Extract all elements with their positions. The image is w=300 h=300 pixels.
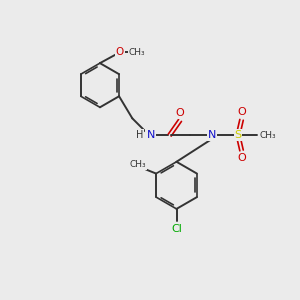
Text: S: S [235, 130, 242, 140]
Text: O: O [176, 108, 184, 118]
Text: Cl: Cl [171, 224, 182, 234]
Text: O: O [238, 107, 247, 117]
Text: O: O [238, 153, 247, 164]
Text: H: H [136, 130, 143, 140]
Text: N: N [208, 130, 217, 140]
Text: CH₃: CH₃ [129, 160, 146, 169]
Text: CH₃: CH₃ [128, 48, 145, 57]
Text: N: N [146, 130, 155, 140]
Text: CH₃: CH₃ [260, 130, 276, 140]
Text: O: O [116, 47, 124, 57]
